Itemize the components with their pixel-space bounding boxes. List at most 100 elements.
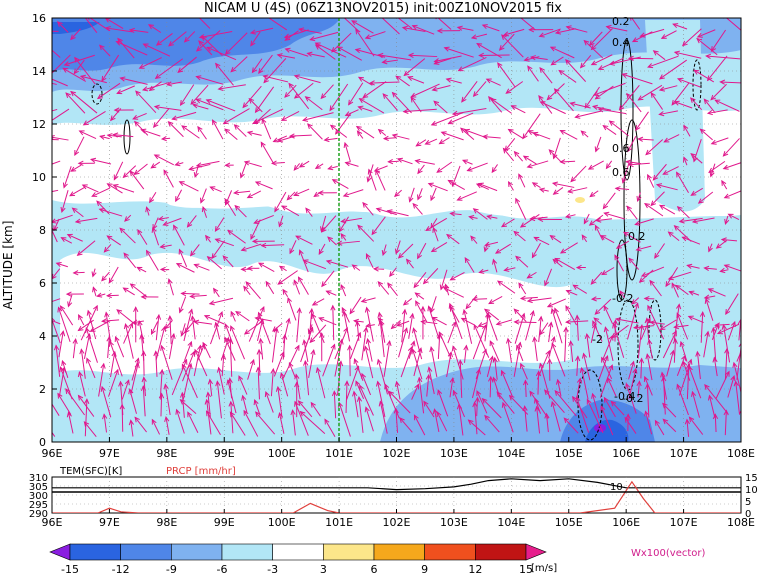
wind-vector <box>439 269 448 291</box>
wind-vector <box>639 28 665 38</box>
wind-vector <box>163 169 174 188</box>
wind-vector <box>134 416 147 433</box>
x-tick-label: 102E <box>383 447 411 460</box>
wind-vector <box>707 394 716 418</box>
wind-vector <box>636 380 642 398</box>
wind-vector <box>318 243 326 255</box>
wind-vector <box>105 292 119 299</box>
wind-vector <box>655 183 678 191</box>
wind-vector <box>77 371 86 397</box>
wind-vector <box>182 350 196 382</box>
wind-vector <box>429 296 437 314</box>
wind-vector <box>626 302 640 340</box>
wind-vector <box>608 120 629 137</box>
wind-vector <box>255 411 276 435</box>
wind-vector <box>716 323 740 335</box>
wind-vector <box>343 141 351 162</box>
wind-vector <box>121 379 130 400</box>
wind-vector <box>106 235 121 246</box>
wind-vector <box>712 356 718 377</box>
wind-vector <box>98 44 111 57</box>
wind-vector <box>679 340 688 362</box>
wind-vector <box>489 340 500 362</box>
wind-vector <box>284 47 309 57</box>
wind-vector <box>461 159 473 165</box>
wind-vector <box>60 190 69 214</box>
shade-white-mid-band <box>52 135 741 218</box>
wind-vector <box>372 266 385 272</box>
wind-vector <box>526 297 552 304</box>
wind-vector <box>61 359 69 378</box>
wind-vector <box>411 348 423 380</box>
wind-vector <box>52 54 71 77</box>
wind-vector <box>52 78 68 87</box>
wind-vector <box>359 384 374 416</box>
wind-vector <box>691 390 700 418</box>
wind-vector <box>697 191 714 204</box>
wind-vector <box>654 419 665 436</box>
wind-vector <box>662 418 677 433</box>
wind-vector <box>182 362 193 400</box>
wind-vector <box>625 382 637 414</box>
wind-vector <box>104 25 133 33</box>
wind-vector <box>407 76 425 84</box>
wind-vector <box>601 267 615 276</box>
wind-vector <box>198 30 233 40</box>
wind-vector <box>500 218 515 228</box>
wind-vector <box>224 323 234 345</box>
wind-vector <box>594 224 604 241</box>
wind-vector <box>136 266 147 273</box>
wind-vector <box>576 377 583 397</box>
wind-vector <box>532 131 551 140</box>
wind-vector <box>638 357 645 379</box>
wind-vector <box>152 217 159 231</box>
wind-vector <box>159 368 165 400</box>
contour-w-neg-4 <box>577 369 603 441</box>
wind-vector <box>650 91 663 110</box>
wind-vector <box>162 217 182 226</box>
wind-vector <box>390 319 401 330</box>
wind-vector <box>270 367 276 397</box>
subpanel-left-tick-label: 290 <box>29 509 48 520</box>
wind-vector <box>488 375 494 398</box>
wind-vector <box>559 159 576 165</box>
wind-vector <box>470 33 488 40</box>
wind-vector <box>116 309 136 326</box>
wind-vector <box>527 65 539 82</box>
wind-vector <box>74 136 85 157</box>
wind-vector <box>462 308 473 344</box>
wind-vector <box>86 357 96 379</box>
wind-vector <box>628 360 635 380</box>
wind-vector <box>736 350 741 362</box>
wind-vector <box>402 108 437 114</box>
wind-vector <box>84 398 90 437</box>
wind-vector <box>547 358 553 381</box>
wind-vector <box>243 285 251 296</box>
wind-vector <box>338 216 349 233</box>
wind-vector <box>504 137 516 152</box>
wind-vector <box>531 182 541 188</box>
wind-vector <box>436 411 448 432</box>
wind-vector <box>621 72 653 85</box>
wind-vector <box>725 293 739 316</box>
wind-vector <box>201 205 208 218</box>
subpanel-x-tick-label: 101E <box>325 516 353 529</box>
wind-vector <box>258 54 273 75</box>
wind-vector <box>413 272 427 289</box>
wind-vector <box>205 234 212 243</box>
wind-vector <box>329 83 349 112</box>
wind-vector <box>193 263 210 271</box>
wind-vector <box>673 303 682 341</box>
wind-vector <box>341 306 350 323</box>
contour-w-pos-4 <box>123 119 131 155</box>
wind-vector <box>365 322 375 329</box>
wind-vector <box>647 55 679 69</box>
wind-vector <box>488 95 503 113</box>
wind-vector <box>607 377 617 397</box>
wind-vector <box>171 111 197 121</box>
wind-vector <box>340 233 347 241</box>
wind-vector <box>594 85 614 100</box>
wind-vector <box>538 187 549 193</box>
wind-vector <box>137 320 145 344</box>
contour-w-pos-1 <box>620 39 634 181</box>
